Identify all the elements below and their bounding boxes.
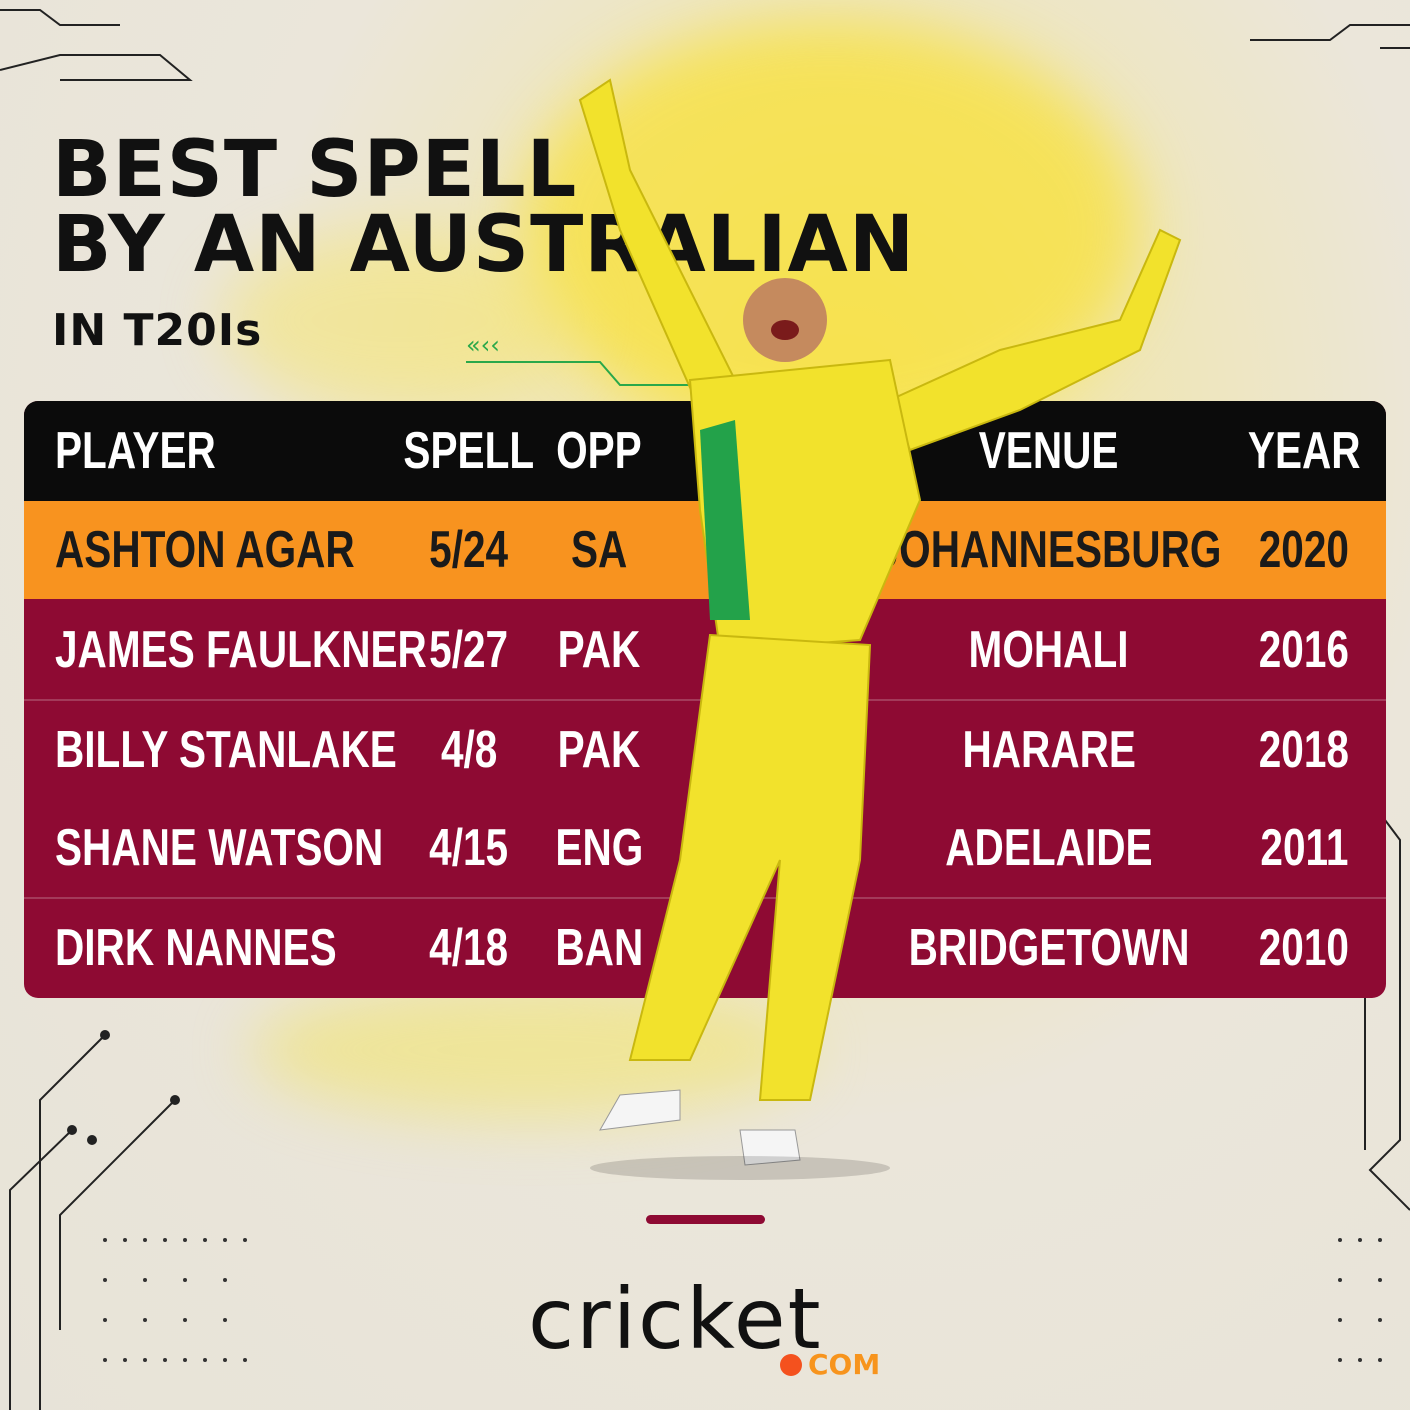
cell-venue: MOHALI [969, 621, 1129, 679]
yellow-splash [250, 980, 810, 1120]
cell-spell: 4/15 [429, 819, 509, 877]
cell-venue: BRIDGETOWN [908, 919, 1190, 977]
cell-year: 2018 [1258, 721, 1350, 779]
title-line-2: BY AN AUSTRALIAN [52, 200, 916, 290]
cell-opp: BAN [555, 919, 643, 977]
cell-opp: SA [570, 521, 628, 579]
table-row: DIRK NANNES 4/18 BAN BRIDGETOWN 2010 [24, 899, 1386, 997]
cell-player: ASHTON AGAR [55, 521, 355, 579]
header-year: YEAR [1247, 422, 1361, 480]
cell-year: 2010 [1258, 919, 1350, 977]
cell-player: BILLY STANLAKE [55, 721, 397, 779]
svg-text:«‹‹: «‹‹ [466, 331, 500, 359]
table-row: JAMES FAULKNER 5/27 PAK MOHALI 2016 [24, 601, 1386, 701]
cell-year: 2011 [1260, 819, 1348, 877]
subtitle: IN T20Is [52, 305, 263, 356]
cell-venue: JOHANNESBURG [876, 521, 1222, 579]
divider-bar [646, 1215, 765, 1224]
cricket-logo: cricket [528, 1270, 823, 1368]
dot-icon [780, 1354, 802, 1376]
cell-player: JAMES FAULKNER [55, 621, 427, 679]
cell-year: 2020 [1258, 521, 1350, 579]
cell-venue: HARARE [962, 721, 1136, 779]
cell-venue: ADELAIDE [945, 819, 1153, 877]
cell-player: DIRK NANNES [55, 919, 337, 977]
cell-year: 2016 [1258, 621, 1350, 679]
yellow-splash [220, 230, 580, 410]
header-venue: VENUE [979, 422, 1119, 480]
logo-suffix-text: COM [808, 1348, 881, 1381]
cell-spell: 5/24 [429, 521, 509, 579]
cell-spell: 5/27 [429, 621, 509, 679]
cell-player: SHANE WATSON [55, 819, 384, 877]
header-spell: SPELL [403, 422, 535, 480]
logo-suffix: COM [780, 1348, 880, 1381]
cell-opp: PAK [557, 621, 641, 679]
cell-opp: ENG [555, 819, 643, 877]
cell-opp: PAK [557, 721, 641, 779]
cell-spell: 4/8 [440, 721, 498, 779]
header-opp: OPP [556, 422, 642, 480]
cell-spell: 4/18 [429, 919, 509, 977]
celebrating-player-image [578, 78, 1182, 1180]
header-player: PLAYER [55, 422, 216, 480]
table-row: BILLY STANLAKE 4/8 PAK HARARE 2018 [24, 701, 1386, 799]
title-line-1: BEST SPELL [52, 125, 578, 215]
